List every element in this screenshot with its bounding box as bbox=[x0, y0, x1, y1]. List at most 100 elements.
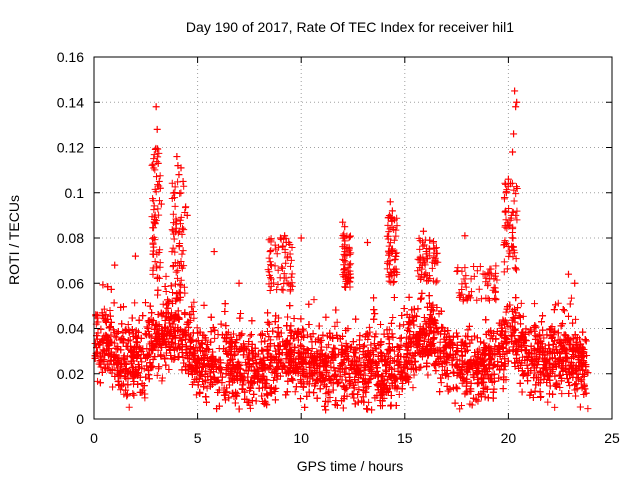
roti-point bbox=[242, 366, 250, 374]
roti-point bbox=[390, 347, 398, 355]
roti-point bbox=[100, 364, 108, 372]
roti-point bbox=[190, 314, 198, 322]
roti-point bbox=[141, 299, 149, 307]
roti-point bbox=[551, 327, 559, 335]
roti-point bbox=[325, 341, 333, 349]
roti-point bbox=[305, 320, 313, 328]
roti-point bbox=[554, 329, 562, 337]
roti-point bbox=[190, 298, 198, 306]
roti-point bbox=[519, 312, 527, 320]
roti-point bbox=[449, 384, 457, 392]
roti-point bbox=[162, 288, 170, 296]
roti-point bbox=[143, 323, 151, 331]
roti-point bbox=[584, 405, 592, 413]
roti-point bbox=[456, 405, 464, 413]
roti-point bbox=[331, 345, 339, 353]
roti-point bbox=[375, 341, 383, 349]
roti-point bbox=[269, 376, 277, 384]
roti-point bbox=[291, 388, 299, 396]
roti-point bbox=[107, 285, 115, 293]
roti-point bbox=[575, 363, 583, 371]
roti-point bbox=[572, 315, 580, 323]
roti-point bbox=[194, 336, 202, 344]
roti-point bbox=[438, 371, 446, 379]
roti-point bbox=[139, 312, 147, 320]
roti-point bbox=[531, 369, 539, 377]
roti-point bbox=[418, 289, 426, 297]
roti-point bbox=[499, 316, 507, 324]
roti-point bbox=[326, 394, 334, 402]
roti-point bbox=[245, 337, 253, 345]
roti-point bbox=[313, 348, 321, 356]
roti-point bbox=[582, 367, 590, 375]
roti-point bbox=[370, 294, 378, 302]
roti-point bbox=[474, 397, 482, 405]
roti-point bbox=[325, 388, 333, 396]
roti-point bbox=[458, 401, 466, 409]
roti-point bbox=[141, 330, 149, 338]
roti-point bbox=[151, 325, 159, 333]
roti-point bbox=[400, 305, 408, 313]
roti-point bbox=[153, 371, 161, 379]
roti-point bbox=[350, 394, 358, 402]
roti-point bbox=[531, 300, 539, 308]
roti-point bbox=[118, 320, 126, 328]
roti-point bbox=[264, 318, 272, 326]
roti-point bbox=[560, 307, 568, 315]
roti-point bbox=[159, 300, 167, 308]
roti-point bbox=[202, 367, 210, 375]
roti-point bbox=[364, 405, 372, 413]
roti-point bbox=[100, 305, 108, 313]
roti-point bbox=[566, 382, 574, 390]
roti-point bbox=[565, 378, 573, 386]
roti-point bbox=[558, 390, 566, 398]
roti-point bbox=[134, 380, 142, 388]
roti-point bbox=[405, 293, 413, 301]
roti-point bbox=[368, 406, 376, 414]
roti-point bbox=[322, 313, 330, 321]
roti-point bbox=[174, 307, 182, 315]
roti-point bbox=[248, 317, 256, 325]
roti-point bbox=[557, 322, 565, 330]
roti-point bbox=[321, 402, 329, 410]
roti-point bbox=[168, 339, 176, 347]
roti-point bbox=[109, 383, 117, 391]
roti-point bbox=[433, 325, 441, 333]
roti-point bbox=[124, 321, 132, 329]
roti-point bbox=[248, 397, 256, 405]
roti-point bbox=[345, 369, 353, 377]
roti-point bbox=[440, 348, 448, 356]
roti-point bbox=[331, 322, 339, 330]
roti-point bbox=[118, 335, 126, 343]
roti-point bbox=[341, 386, 349, 394]
roti-point bbox=[363, 405, 371, 413]
roti-point bbox=[294, 336, 302, 344]
roti-point bbox=[444, 352, 452, 360]
roti-point bbox=[333, 318, 341, 326]
roti-point bbox=[529, 393, 537, 401]
roti-point bbox=[499, 385, 507, 393]
roti-point bbox=[305, 300, 313, 308]
data-points bbox=[91, 87, 592, 414]
roti-point bbox=[193, 324, 201, 332]
roti-point bbox=[502, 308, 510, 316]
roti-point bbox=[544, 398, 552, 406]
roti-point bbox=[290, 314, 298, 322]
roti-point bbox=[211, 334, 219, 342]
roti-point bbox=[365, 323, 373, 331]
roti-point bbox=[566, 300, 574, 308]
chart-title: Day 190 of 2017, Rate Of TEC Index for r… bbox=[186, 19, 514, 35]
roti-point bbox=[377, 321, 385, 329]
roti-point bbox=[395, 391, 403, 399]
roti-point bbox=[301, 403, 309, 411]
roti-point bbox=[246, 383, 254, 391]
roti-point bbox=[311, 382, 319, 390]
roti-point bbox=[442, 371, 450, 379]
roti-point bbox=[503, 305, 511, 313]
roti-point bbox=[437, 347, 445, 355]
roti-point bbox=[397, 334, 405, 342]
roti-point bbox=[131, 299, 139, 307]
roti-point bbox=[173, 290, 181, 298]
roti-point bbox=[125, 403, 133, 411]
roti-point bbox=[271, 396, 279, 404]
